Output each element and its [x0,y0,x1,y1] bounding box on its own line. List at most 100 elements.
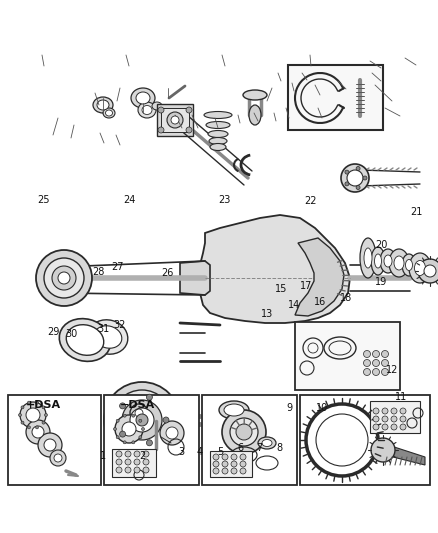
Ellipse shape [371,247,385,275]
Polygon shape [198,215,350,323]
Ellipse shape [209,138,227,144]
Circle shape [143,459,149,465]
Bar [104,395,199,485]
Circle shape [132,441,135,444]
Circle shape [134,459,140,465]
Circle shape [186,127,192,133]
Circle shape [424,265,436,277]
Circle shape [141,427,145,431]
Ellipse shape [374,254,381,268]
Text: 17: 17 [300,281,313,290]
Circle shape [125,467,131,473]
Ellipse shape [97,100,109,110]
Circle shape [171,116,179,124]
Circle shape [26,420,50,444]
Circle shape [45,414,47,416]
Text: 14: 14 [288,301,300,310]
Text: 4: 4 [196,447,202,457]
Circle shape [146,394,152,400]
Circle shape [240,468,246,474]
Text: 9: 9 [286,403,292,413]
Bar [161,108,189,132]
Circle shape [115,415,143,443]
Circle shape [373,408,379,414]
Ellipse shape [210,143,226,150]
Ellipse shape [106,110,113,116]
Circle shape [373,416,379,422]
Circle shape [21,421,24,424]
Circle shape [213,468,219,474]
Circle shape [231,468,237,474]
Circle shape [35,401,39,404]
Ellipse shape [389,249,409,277]
Circle shape [372,351,379,358]
Circle shape [143,467,149,473]
Ellipse shape [93,97,113,113]
Circle shape [158,107,164,113]
Bar [300,395,430,485]
Circle shape [58,272,70,284]
Text: 2: 2 [139,451,145,461]
Circle shape [382,416,388,422]
Circle shape [364,351,371,358]
Ellipse shape [208,131,228,138]
Ellipse shape [136,92,150,104]
Circle shape [134,467,140,473]
Circle shape [231,454,237,460]
Circle shape [381,359,389,367]
Circle shape [158,127,164,133]
Ellipse shape [206,122,230,128]
Circle shape [52,266,76,290]
Circle shape [356,166,360,171]
Circle shape [116,467,122,473]
Circle shape [231,461,237,467]
Circle shape [139,436,142,439]
Circle shape [120,403,126,409]
Text: 30: 30 [65,329,78,338]
Circle shape [345,182,349,186]
Circle shape [382,424,388,430]
Circle shape [400,408,406,414]
Text: 26: 26 [162,268,174,278]
Ellipse shape [243,90,267,100]
Circle shape [391,408,397,414]
Ellipse shape [142,106,152,115]
Circle shape [35,426,39,429]
Ellipse shape [384,255,392,267]
Circle shape [143,451,149,457]
Circle shape [418,259,438,283]
Circle shape [21,406,24,409]
Circle shape [38,433,62,457]
Circle shape [132,414,135,417]
Circle shape [230,418,258,446]
Text: 10: 10 [316,403,328,413]
Text: 11: 11 [395,392,407,402]
Ellipse shape [262,440,272,447]
Circle shape [54,454,62,462]
Ellipse shape [394,256,404,270]
Ellipse shape [414,261,425,276]
Circle shape [391,424,397,430]
Circle shape [44,439,56,451]
Circle shape [381,368,389,376]
Circle shape [222,410,266,454]
Circle shape [20,402,46,428]
Circle shape [125,459,131,465]
Circle shape [120,431,126,437]
Polygon shape [385,445,425,465]
Circle shape [160,421,184,445]
Circle shape [50,450,66,466]
Circle shape [341,164,369,192]
Circle shape [166,427,178,439]
Circle shape [363,176,367,180]
Circle shape [116,451,122,457]
Ellipse shape [224,404,244,416]
Circle shape [32,426,44,438]
Circle shape [130,408,154,432]
Text: 20: 20 [375,240,387,250]
Bar [370,401,420,433]
Circle shape [26,408,40,422]
Circle shape [116,436,119,439]
Text: 3: 3 [179,447,185,457]
Ellipse shape [66,325,104,356]
